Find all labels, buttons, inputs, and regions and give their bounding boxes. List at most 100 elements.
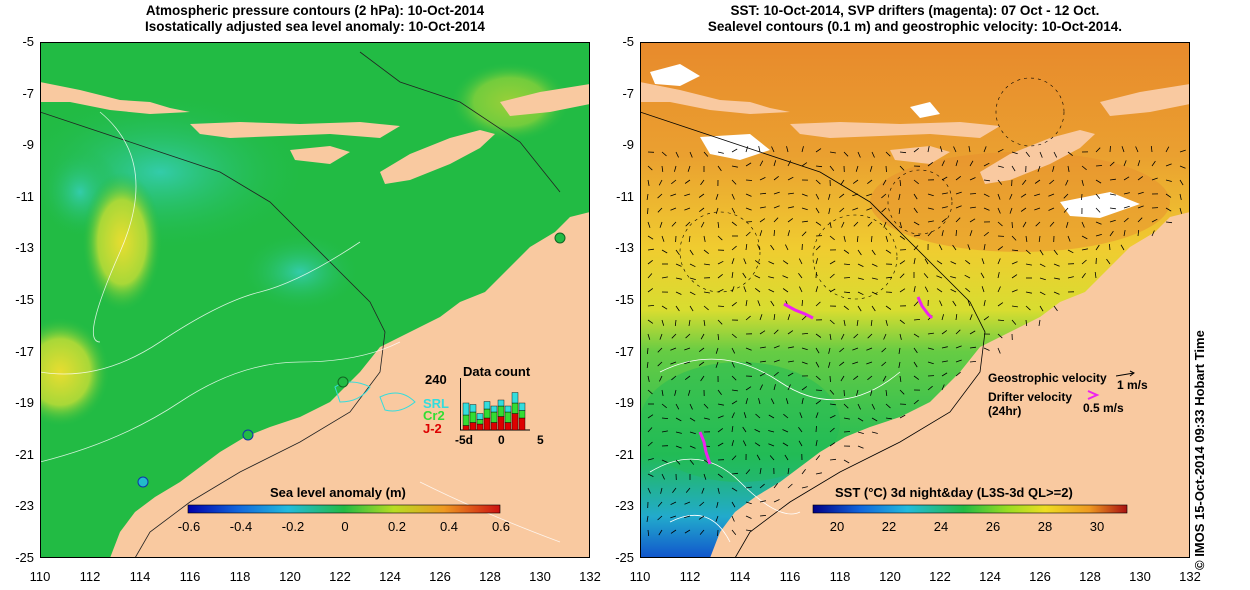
left-ytick-3: -11: [16, 188, 34, 204]
geostrophic-velocity-arrow: [936, 260, 943, 265]
geostrophic-velocity-arrow: [843, 277, 851, 279]
geostrophic-velocity-arrow: [866, 193, 873, 197]
geostrophic-velocity-arrow: [881, 361, 887, 367]
geostrophic-velocity-arrow: [745, 501, 752, 505]
inset-xlabel-5: 5: [537, 433, 544, 447]
geostrophic-velocity-arrow: [829, 165, 835, 171]
geostrophic-velocity-arrow: [674, 165, 677, 172]
geostrophic-velocity-arrow: [670, 207, 677, 211]
geostrophic-velocity-arrow: [829, 260, 836, 265]
geostrophic-velocity-arrow: [969, 346, 977, 349]
left-xtick-0: 110: [29, 569, 51, 584]
geostrophic-velocity-arrow: [801, 398, 804, 405]
geostrophic-velocity-arrow: [717, 289, 724, 293]
geostrophic-velocity-arrow: [983, 347, 990, 351]
geostrophic-velocity-arrow: [938, 244, 943, 251]
geostrophic-velocity-arrow: [758, 398, 761, 405]
left-xtick-8: 126: [429, 569, 451, 584]
geostrophic-velocity-arrow: [675, 277, 682, 280]
geostrophic-velocity-arrow: [852, 207, 859, 211]
geostrophic-velocity-arrow: [843, 459, 850, 464]
geostrophic-velocity-arrow: [1137, 191, 1144, 195]
geostrophic-velocity-arrow: [1053, 277, 1060, 280]
geostrophic-velocity-arrow: [843, 319, 846, 326]
geostrophic-velocity-arrow: [731, 301, 737, 307]
geostrophic-velocity-arrow: [745, 193, 752, 197]
geostrophic-velocity-arrow: [657, 361, 663, 367]
geostrophic-velocity-arrow: [703, 151, 709, 157]
geostrophic-scale-label: 1 m/s: [1117, 378, 1148, 392]
tide-gauge-marker: [242, 429, 254, 441]
geostrophic-velocity-arrow: [913, 193, 918, 200]
geostrophic-velocity-arrow: [787, 160, 792, 167]
geostrophic-velocity-arrow: [829, 389, 835, 395]
left-xtick-6: 122: [329, 569, 351, 584]
geostrophic-velocity-arrow: [927, 361, 934, 365]
geostrophic-velocity-arrow: [1025, 305, 1031, 311]
geostrophic-velocity-arrow: [1123, 192, 1130, 195]
geostrophic-velocity-arrow: [773, 329, 779, 335]
geostrophic-velocity-arrow: [950, 276, 957, 279]
geostrophic-velocity-arrow: [670, 347, 677, 351]
geostrophic-velocity-arrow: [815, 258, 818, 265]
geostrophic-velocity-arrow: [927, 220, 934, 223]
geostrophic-velocity-arrow: [1095, 221, 1102, 225]
geostrophic-velocity-arrow: [885, 249, 892, 254]
geostrophic-velocity-arrow: [899, 389, 905, 395]
geostrophic-velocity-arrow: [647, 529, 650, 537]
geostrophic-velocity-arrow: [787, 468, 790, 475]
geostrophic-velocity-arrow: [784, 454, 789, 461]
geostrophic-velocity-arrow: [671, 375, 677, 381]
mission-label-j2: J-2: [423, 421, 442, 436]
geostrophic-velocity-arrow: [898, 207, 901, 214]
geostrophic-velocity-arrow: [815, 455, 821, 461]
histogram-bar: [511, 392, 519, 404]
sla-yellow-blob: [40, 317, 110, 427]
geostrophic-velocity-arrow: [787, 346, 794, 349]
geostrophic-velocity-arrow: [1179, 193, 1182, 200]
geostrophic-velocity-arrow: [783, 413, 789, 419]
geostrophic-velocity-arrow: [955, 229, 957, 237]
geostrophic-velocity-arrow: [688, 319, 691, 326]
geostrophic-velocity-arrow: [882, 179, 887, 186]
geostrophic-velocity-arrow: [829, 403, 836, 406]
data-count-title: Data count: [463, 364, 531, 379]
geostrophic-velocity-arrow: [936, 288, 943, 293]
geostrophic-velocity-arrow: [969, 218, 976, 223]
geostrophic-velocity-arrow: [815, 472, 822, 475]
right-colorbar-label: SST (°C) 3d night&day (L3S-3d QL>=2): [835, 485, 1073, 500]
pressure-contour: [92, 111, 137, 343]
geostrophic-velocity-arrow: [1109, 193, 1116, 196]
geostrophic-velocity-arrow: [1123, 230, 1126, 237]
geostrophic-velocity-arrow: [731, 286, 735, 293]
geostrophic-velocity-arrow: [759, 330, 766, 335]
geostrophic-velocity-arrow: [1095, 147, 1101, 153]
geostrophic-velocity-arrow: [913, 245, 919, 251]
geostrophic-velocity-arrow: [798, 426, 803, 433]
geostrophic-velocity-arrow: [1179, 179, 1184, 186]
geostrophic-velocity-arrow: [745, 207, 752, 211]
mission-label-cr2: Cr2: [423, 408, 445, 423]
geostrophic-velocity-arrow: [759, 218, 766, 223]
geostrophic-velocity-arrow: [885, 235, 889, 242]
sst-colorbar-tick-4: 28: [1037, 519, 1053, 534]
geostrophic-velocity-arrow: [647, 319, 654, 324]
geostrophic-velocity-arrow: [689, 277, 696, 280]
north-islands: [500, 84, 590, 116]
geostrophic-velocity-arrow: [675, 249, 680, 256]
geostrophic-velocity-arrow: [941, 346, 948, 349]
inset-xlabel-minus5: -5d: [455, 433, 473, 447]
geostrophic-velocity-arrow: [1011, 289, 1018, 293]
geostrophic-velocity-arrow: [798, 258, 803, 265]
left-title-line1: Atmospheric pressure contours (2 hPa): 1…: [145, 3, 485, 18]
geostrophic-velocity-arrow: [745, 300, 748, 307]
geostrophic-velocity-arrow: [927, 193, 934, 197]
geostrophic-velocity-arrow: [941, 372, 948, 377]
geostrophic-velocity-arrow: [899, 375, 902, 382]
geostrophic-velocity-arrow: [969, 160, 974, 167]
geostrophic-velocity-arrow: [1011, 235, 1017, 241]
geostrophic-velocity-arrow: [1025, 319, 1028, 327]
geostrophic-velocity-arrow: [983, 207, 990, 211]
geostrophic-velocity-arrow: [759, 360, 766, 363]
geostrophic-velocity-arrow: [983, 244, 986, 251]
